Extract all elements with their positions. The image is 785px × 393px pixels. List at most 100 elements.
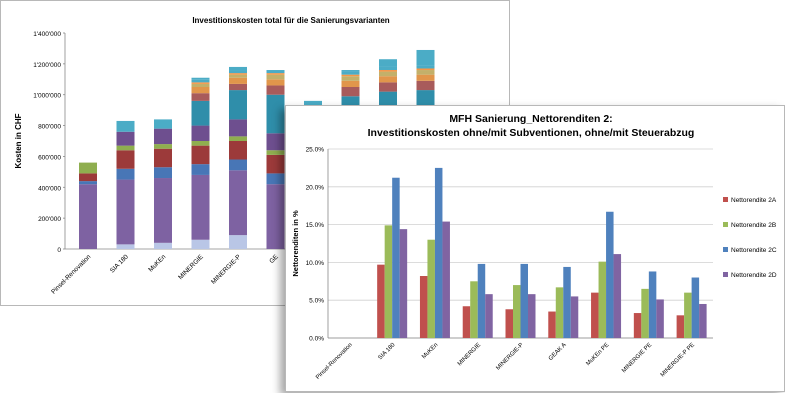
bar-segment xyxy=(116,131,135,146)
legend-label: Nettorendite 2C xyxy=(731,247,777,254)
bar-segment xyxy=(379,82,397,92)
bar xyxy=(676,315,685,338)
bar-segment xyxy=(116,120,135,132)
y-tick-label: 800'000 xyxy=(38,124,61,131)
bar xyxy=(427,239,435,338)
legend-swatch xyxy=(723,247,728,252)
x-tick-label: Pinsel-Renovation xyxy=(50,253,93,296)
legend-swatch xyxy=(723,197,728,202)
bar-segment xyxy=(266,79,285,86)
bar xyxy=(633,313,642,338)
bar xyxy=(392,177,400,338)
bar-segment xyxy=(266,85,285,95)
bar-segment xyxy=(191,87,210,94)
bar-segment xyxy=(266,70,285,74)
bar-segment xyxy=(191,83,210,87)
bar-segment xyxy=(79,181,97,185)
bar-segment xyxy=(379,59,397,67)
bar xyxy=(442,221,450,338)
bar-segment xyxy=(266,173,285,185)
y-axis-label: Kosten in CHF xyxy=(14,113,23,168)
bar xyxy=(477,263,486,338)
y-tick-label: 20.0% xyxy=(306,184,325,191)
bar xyxy=(691,277,700,338)
bar-segment xyxy=(416,68,435,71)
y-tick-label: 15.0% xyxy=(306,222,325,229)
bar-segment xyxy=(191,79,210,83)
y-tick-label: 0 xyxy=(57,247,61,254)
chart-title: MFH Sanierung_Nettorenditen 2: xyxy=(449,113,612,125)
x-tick-label: MINERGIE xyxy=(177,253,205,281)
bar-segment xyxy=(154,144,172,149)
bar-segment xyxy=(266,184,285,249)
bar-segment xyxy=(79,184,97,249)
bar-segment xyxy=(379,70,397,72)
bar xyxy=(505,309,513,338)
legend-swatch xyxy=(723,222,728,227)
bar-segment xyxy=(341,74,360,77)
y-tick-label: 200'000 xyxy=(38,216,61,223)
bar xyxy=(606,211,614,338)
bar xyxy=(470,281,478,338)
bar-segment xyxy=(154,178,172,243)
bar xyxy=(419,276,428,338)
bar-segment xyxy=(154,242,172,249)
bar-segment xyxy=(266,73,285,75)
legend-swatch xyxy=(723,272,728,277)
bar-segment xyxy=(416,80,435,91)
net-return-chart-panel: MFH Sanierung_Nettorenditen 2: Investitio… xyxy=(285,105,785,392)
bar-segment xyxy=(79,173,97,182)
bar-segment xyxy=(229,83,247,91)
bar-segment xyxy=(191,125,210,141)
bar xyxy=(399,229,408,338)
x-tick-label: MINERGIE-P xyxy=(210,253,242,285)
bar-segment xyxy=(229,77,247,84)
bar xyxy=(528,294,536,338)
bar xyxy=(598,261,607,338)
bar-segment xyxy=(341,71,360,75)
x-tick-label: MuKEn xyxy=(147,253,167,273)
y-tick-label: 600'000 xyxy=(38,154,61,161)
y-tick-label: 5.0% xyxy=(309,298,324,305)
bar-segment xyxy=(229,73,247,75)
x-tick-label: Pinsel-Renovation xyxy=(315,342,354,381)
bar-segment xyxy=(191,145,210,165)
bar-segment xyxy=(266,150,285,155)
bar xyxy=(485,294,493,338)
bar-segment xyxy=(191,164,210,175)
bar-segment xyxy=(191,174,210,240)
x-tick-label: SIA 180 xyxy=(377,342,397,362)
bar-segment xyxy=(416,70,435,75)
bar-segment xyxy=(116,145,135,151)
bar xyxy=(462,306,471,338)
bar-segment xyxy=(229,159,247,171)
bar-segment xyxy=(229,136,247,141)
bar-segment xyxy=(116,150,135,169)
x-tick-label: GEAK A xyxy=(548,342,568,362)
bar xyxy=(513,285,521,338)
bar xyxy=(684,292,692,338)
bar-segment xyxy=(229,141,247,160)
bar-segment xyxy=(229,90,247,120)
bar-segment xyxy=(341,80,360,87)
chart-title: Investitionskosten total für die Sanieru… xyxy=(192,16,389,25)
bar xyxy=(591,292,599,338)
bar xyxy=(520,263,528,338)
x-tick-label: MINERGIE-P PE xyxy=(660,342,696,378)
bar-segment xyxy=(116,179,135,245)
bar-segment xyxy=(379,76,397,83)
bar-segment xyxy=(154,167,172,179)
x-tick-label: SIA 180 xyxy=(109,253,130,274)
y-tick-label: 10.0% xyxy=(306,260,325,267)
bar-segment xyxy=(266,94,285,134)
bar-segment xyxy=(191,82,210,84)
legend-label: Nettorendite 2A xyxy=(731,197,777,204)
bar-segment xyxy=(229,170,247,236)
bar-segment xyxy=(229,235,247,249)
bar xyxy=(656,299,664,338)
bar-segment xyxy=(266,133,285,151)
y-tick-label: 1'000'000 xyxy=(33,93,61,100)
bar-segment xyxy=(416,74,435,81)
bar xyxy=(434,167,443,338)
bar-segment xyxy=(229,74,247,78)
